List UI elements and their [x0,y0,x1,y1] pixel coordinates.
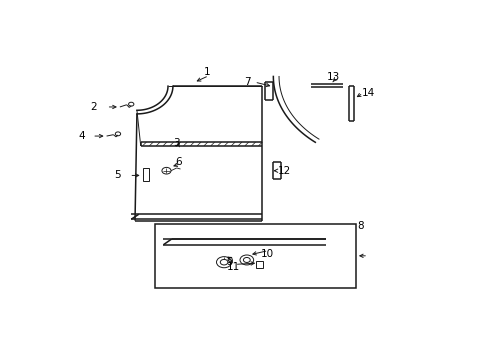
Text: 11: 11 [226,262,240,272]
Text: 14: 14 [361,88,374,98]
Text: 10: 10 [261,249,274,259]
Text: 4: 4 [79,131,85,141]
Text: 2: 2 [90,102,97,112]
Text: 3: 3 [173,138,180,148]
Text: 13: 13 [326,72,339,82]
Text: 12: 12 [278,166,291,176]
Bar [155,224,355,288]
Bar [256,261,263,268]
Text: 1: 1 [203,67,210,77]
Bar [142,168,149,181]
Text: 7: 7 [244,77,250,87]
Text: 6: 6 [175,157,182,167]
Text: 8: 8 [356,221,363,231]
Text: 9: 9 [226,257,233,267]
Text: 5: 5 [114,170,120,180]
